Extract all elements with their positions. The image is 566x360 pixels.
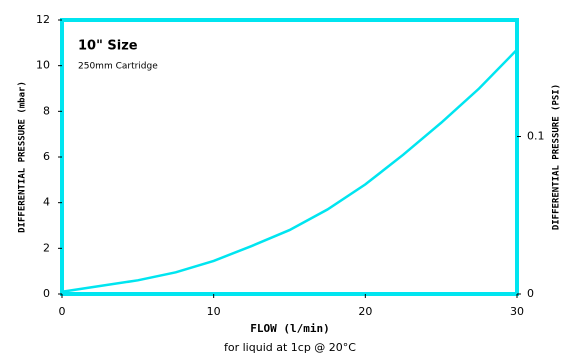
x-tick-label: 0 [59, 305, 66, 318]
y-axis-label: DIFFERENTIAL PRESSURE (mbar) [18, 81, 28, 233]
x-tick-label: 20 [358, 305, 372, 318]
y2-tick-label: 0 [527, 287, 534, 300]
x-tick-label: 30 [510, 305, 524, 318]
annotation: 250mm Cartridge [78, 62, 158, 72]
line-series [61, 48, 518, 293]
x-tick-label: 10 [207, 305, 221, 318]
annotation: 10" Size [78, 39, 138, 54]
y-tick-label: 12 [36, 13, 50, 26]
y-tick-label: 8 [43, 104, 50, 117]
y-tick-label: 6 [43, 150, 50, 163]
x-axis-sublabel: for liquid at 1cp @ 20°C [224, 341, 356, 354]
x-axis-label: FLOW (l/min) [250, 322, 329, 335]
y2-axis-label: DIFFERENTIAL PRESSURE (PSI) [552, 84, 562, 230]
y-tick-label: 10 [36, 59, 50, 72]
y-tick-label: 2 [43, 241, 50, 254]
y2-tick-label: 0.1 [527, 130, 545, 143]
y-tick-label: 4 [43, 196, 50, 209]
y-tick-label: 0 [43, 287, 50, 300]
